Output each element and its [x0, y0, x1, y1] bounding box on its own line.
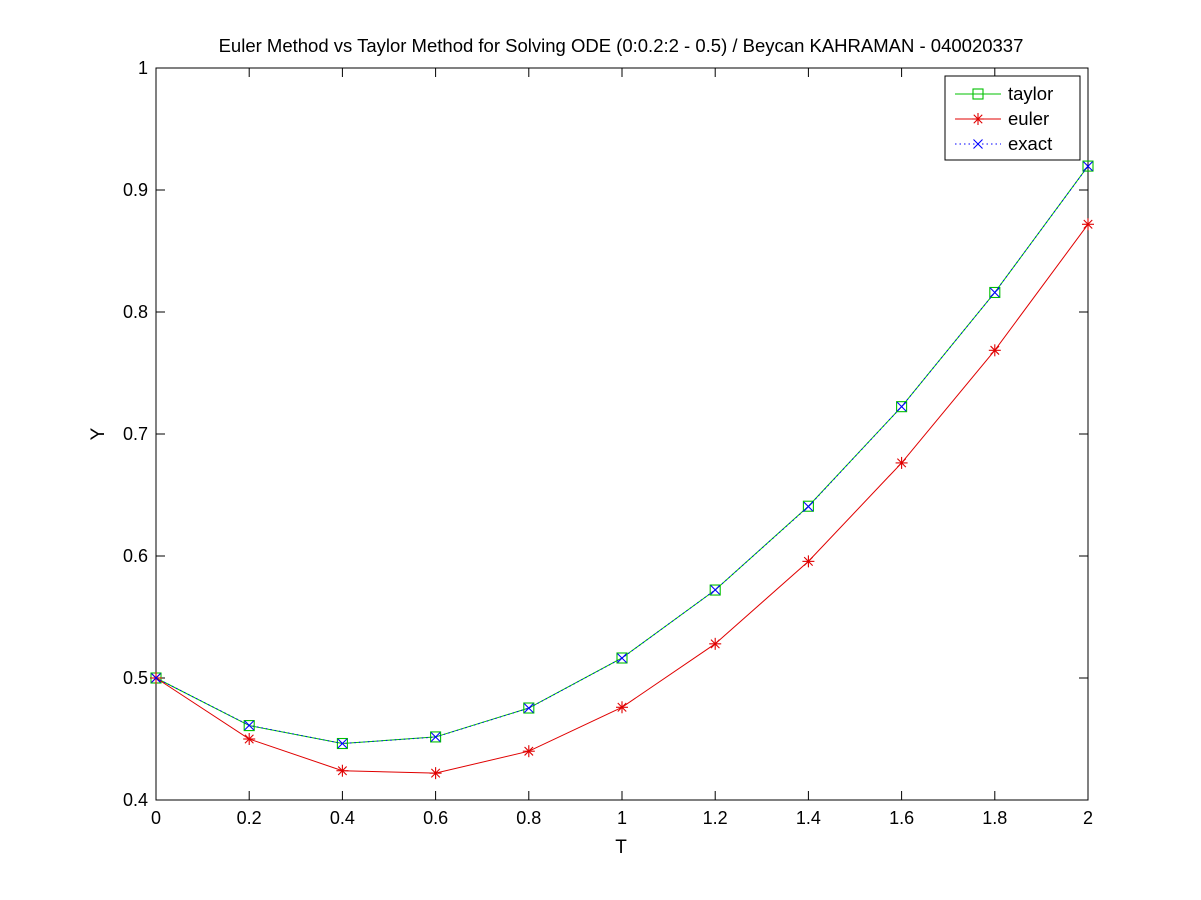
legend-entry-euler: euler	[955, 108, 1049, 129]
data-point-exact	[1083, 161, 1093, 172]
data-point-euler	[429, 767, 442, 780]
axes-box	[155, 67, 1089, 801]
x-axis-label: T	[615, 837, 627, 858]
legend-entry-exact: exact	[955, 133, 1052, 154]
data-point-exact	[151, 673, 161, 683]
legend-label: euler	[1008, 108, 1049, 129]
x-tick-label: 0.4	[330, 808, 355, 828]
data-point-taylor	[243, 720, 255, 732]
series-euler	[150, 218, 1094, 780]
legend-label: exact	[1008, 133, 1052, 154]
data-point-euler	[243, 733, 256, 745]
data-point-taylor	[802, 500, 814, 512]
y-tick-label: 0.8	[123, 302, 148, 322]
legend-entry-taylor: taylor	[955, 83, 1053, 104]
legend-marker	[972, 88, 984, 100]
x-tick-label: 0	[151, 808, 161, 828]
data-point-exact	[989, 287, 1000, 298]
series-layer	[150, 160, 1094, 780]
data-point-exact	[896, 401, 907, 412]
data-point-exact	[710, 585, 721, 595]
data-point-exact	[244, 720, 255, 731]
x-tick-label: 0.8	[516, 808, 541, 828]
y-axis-label: Y	[88, 427, 109, 440]
data-point-euler	[1082, 218, 1094, 231]
data-point-taylor	[430, 731, 442, 743]
x-tick-label: 0.2	[237, 808, 262, 828]
x-tick-label: 1.8	[982, 808, 1007, 828]
data-point-exact	[430, 732, 441, 742]
x-tick-label: 0.6	[423, 808, 448, 828]
y-tick-label: 0.6	[123, 546, 148, 566]
data-point-taylor	[896, 401, 908, 413]
data-point-taylor	[336, 737, 348, 750]
x-tick-label: 1.6	[889, 808, 914, 828]
data-point-taylor	[1082, 160, 1094, 172]
y-tick-label: 0.7	[123, 424, 148, 444]
legend-marker	[972, 113, 984, 125]
x-tick-label: 2	[1083, 808, 1093, 828]
data-point-taylor	[709, 584, 721, 596]
legend-label: taylor	[1008, 83, 1053, 104]
data-point-euler	[895, 456, 908, 469]
data-point-exact	[617, 653, 627, 664]
chart-title: Euler Method vs Taylor Method for Solvin…	[219, 35, 1024, 56]
data-point-taylor	[523, 702, 535, 714]
y-tick-label: 0.9	[123, 180, 148, 200]
legend-marker	[973, 139, 983, 149]
data-point-taylor	[616, 652, 628, 664]
y-tick-label: 0.5	[123, 668, 148, 688]
data-point-euler	[616, 701, 628, 714]
x-tick-label: 1.4	[796, 808, 821, 828]
x-tick-label: 1	[617, 808, 627, 828]
data-point-taylor	[989, 286, 1001, 299]
y-tick-label: 1	[138, 58, 148, 78]
data-point-euler	[336, 764, 349, 777]
data-point-exact	[803, 501, 814, 512]
plot-area: 0 0.2 0.4 0.6 0.8 1 1.2 1.4 1.6 1.8 2 0.4 0.5 0.6 0.7 0…	[123, 58, 1093, 828]
x-tick-label: 1.2	[703, 808, 728, 828]
data-point-euler	[802, 555, 815, 568]
data-point-exact	[523, 703, 534, 714]
series-exact	[151, 161, 1093, 749]
legend: taylor euler exact	[944, 75, 1081, 161]
data-point-euler	[988, 344, 1001, 357]
data-point-euler	[522, 745, 535, 758]
legend-box	[944, 75, 1081, 161]
data-point-euler	[709, 637, 722, 650]
y-tick-label: 0.4	[123, 790, 148, 810]
data-point-exact	[337, 738, 348, 749]
